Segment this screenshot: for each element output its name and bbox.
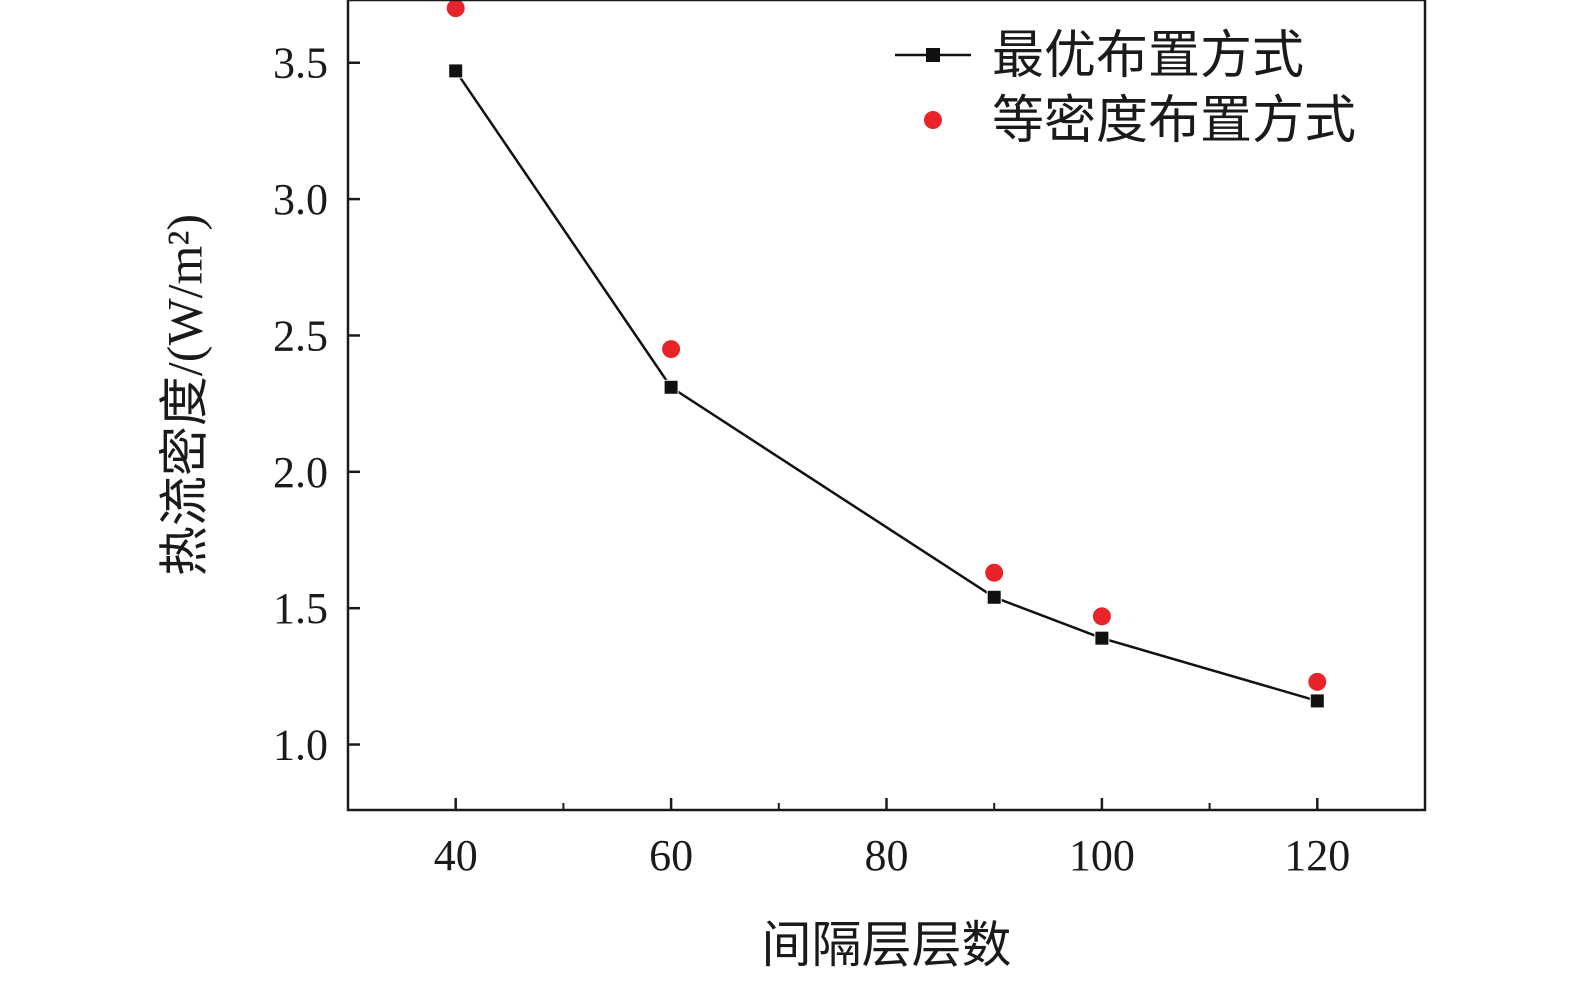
x-tick-label: 40	[434, 831, 478, 880]
legend-label: 等密度布置方式	[992, 93, 1356, 150]
y-axis-title: 热流密度/(W/m²)	[156, 214, 212, 576]
x-tick-label: 100	[1069, 831, 1135, 880]
x-tick-label: 80	[865, 831, 909, 880]
data-point-square	[449, 64, 463, 78]
y-tick-label: 2.5	[273, 311, 328, 360]
data-point-circle	[662, 340, 681, 359]
legend-marker-circle	[924, 111, 942, 129]
series-layer	[446, 0, 1327, 709]
y-tick-label: 1.5	[273, 584, 328, 633]
plot-frame	[346, 0, 1427, 812]
series-line-optimal	[454, 70, 1318, 703]
y-tick-label: 2.0	[273, 448, 328, 497]
x-tick-label: 60	[649, 831, 693, 880]
data-point-circle	[446, 0, 465, 18]
data-point-square	[1095, 631, 1109, 645]
y-tick-label: 3.5	[273, 39, 328, 88]
data-point-circle	[985, 563, 1004, 582]
x-tick-label: 120	[1284, 831, 1350, 880]
ticks-layer: 40 60 80 100 120 1.0 1.5 2.0 2.5 3.0 3.5	[273, 39, 1350, 880]
y-tick-label: 1.0	[273, 721, 328, 770]
x-axis-title: 间隔层层数	[762, 917, 1012, 973]
data-point-square	[987, 590, 1001, 604]
data-point-circle	[1092, 607, 1111, 626]
legend-marker-square	[926, 48, 940, 62]
legend-label: 最优布置方式	[992, 28, 1304, 85]
y-tick-label: 3.0	[273, 175, 328, 224]
data-point-square	[1310, 694, 1324, 708]
data-point-square	[664, 380, 678, 394]
data-point-circle	[1308, 672, 1327, 691]
